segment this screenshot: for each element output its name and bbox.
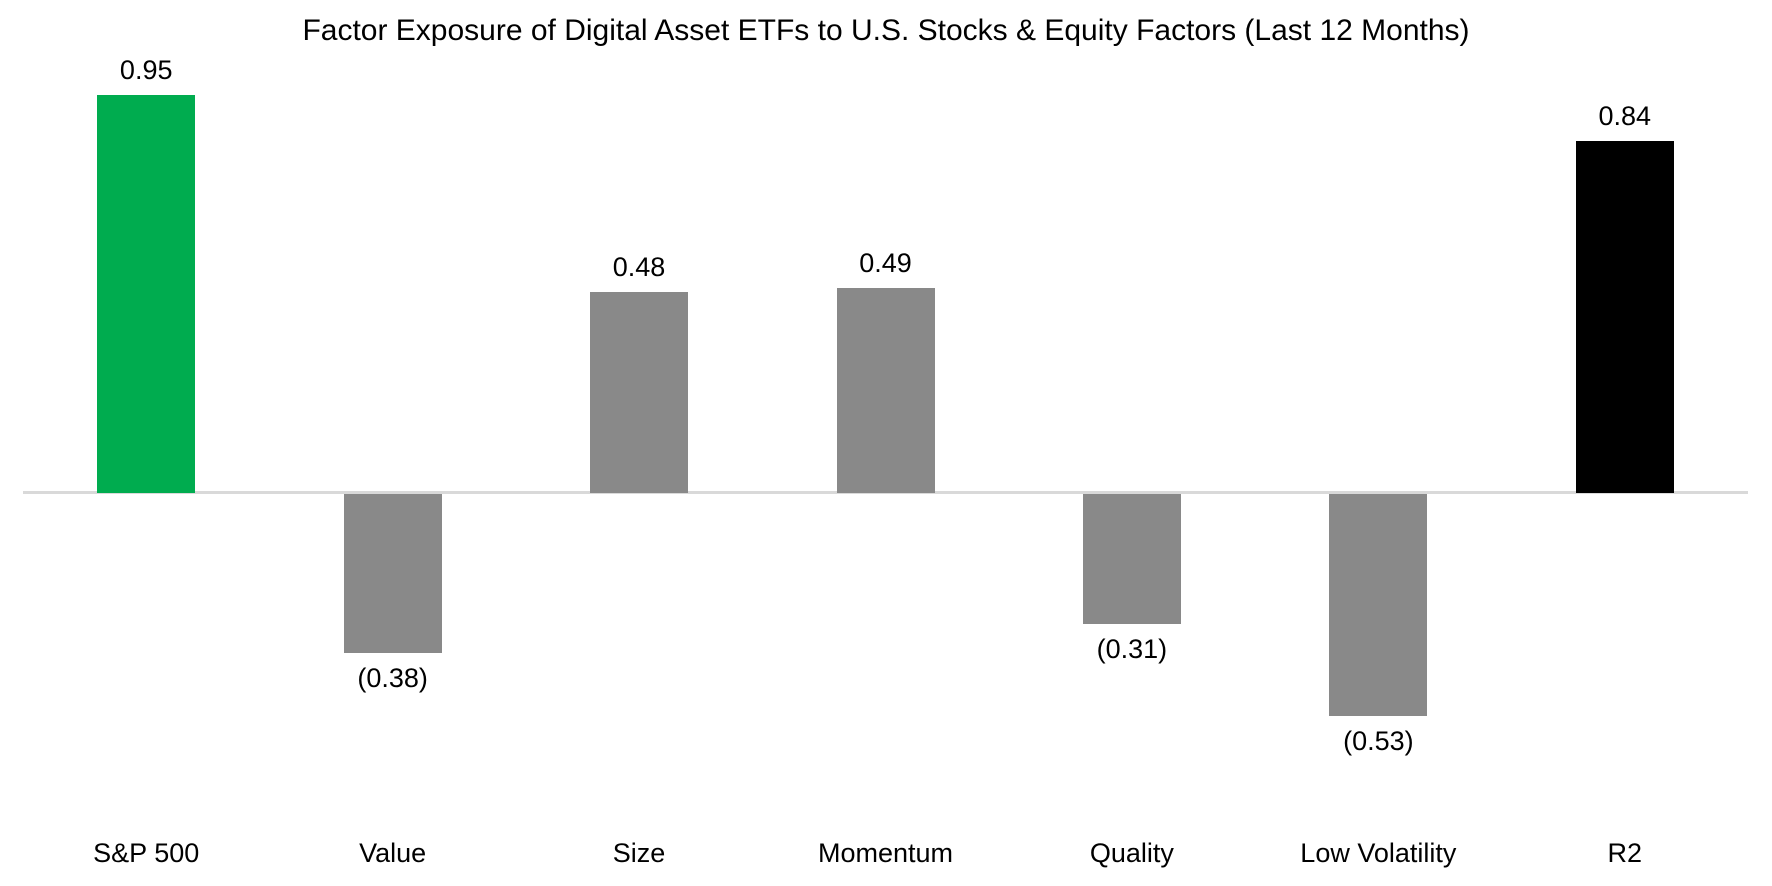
category-label-quality: Quality: [1089, 838, 1174, 868]
category-label-r2: R2: [1607, 838, 1643, 868]
category-label-size: Size: [612, 838, 666, 868]
value-label-size: 0.48: [612, 251, 666, 282]
value-label-s-p-500: 0.95: [119, 54, 173, 85]
category-label-value: Value: [359, 838, 427, 868]
value-label-r2: 0.84: [1598, 101, 1652, 132]
value-label-low-volatility: (0.53): [1343, 726, 1414, 757]
bar-s-p-500: [97, 94, 196, 493]
value-label-value: (0.38): [357, 663, 428, 694]
chart-title: Factor Exposure of Digital Asset ETFs to…: [302, 14, 1470, 47]
bar-size: [590, 291, 689, 493]
category-label-momentum: Momentum: [817, 838, 954, 868]
value-label-momentum: 0.49: [859, 247, 912, 278]
category-label-low-volatility: Low Volatility: [1300, 838, 1457, 868]
bar-r2: [1575, 141, 1674, 493]
bar-low-volatility: [1329, 494, 1428, 717]
category-label-s-p-500: S&P 500: [93, 838, 200, 868]
bar-quality: [1082, 494, 1181, 624]
bar-value: [343, 494, 442, 654]
value-label-quality: (0.31): [1096, 633, 1168, 664]
bar-momentum: [836, 287, 935, 493]
